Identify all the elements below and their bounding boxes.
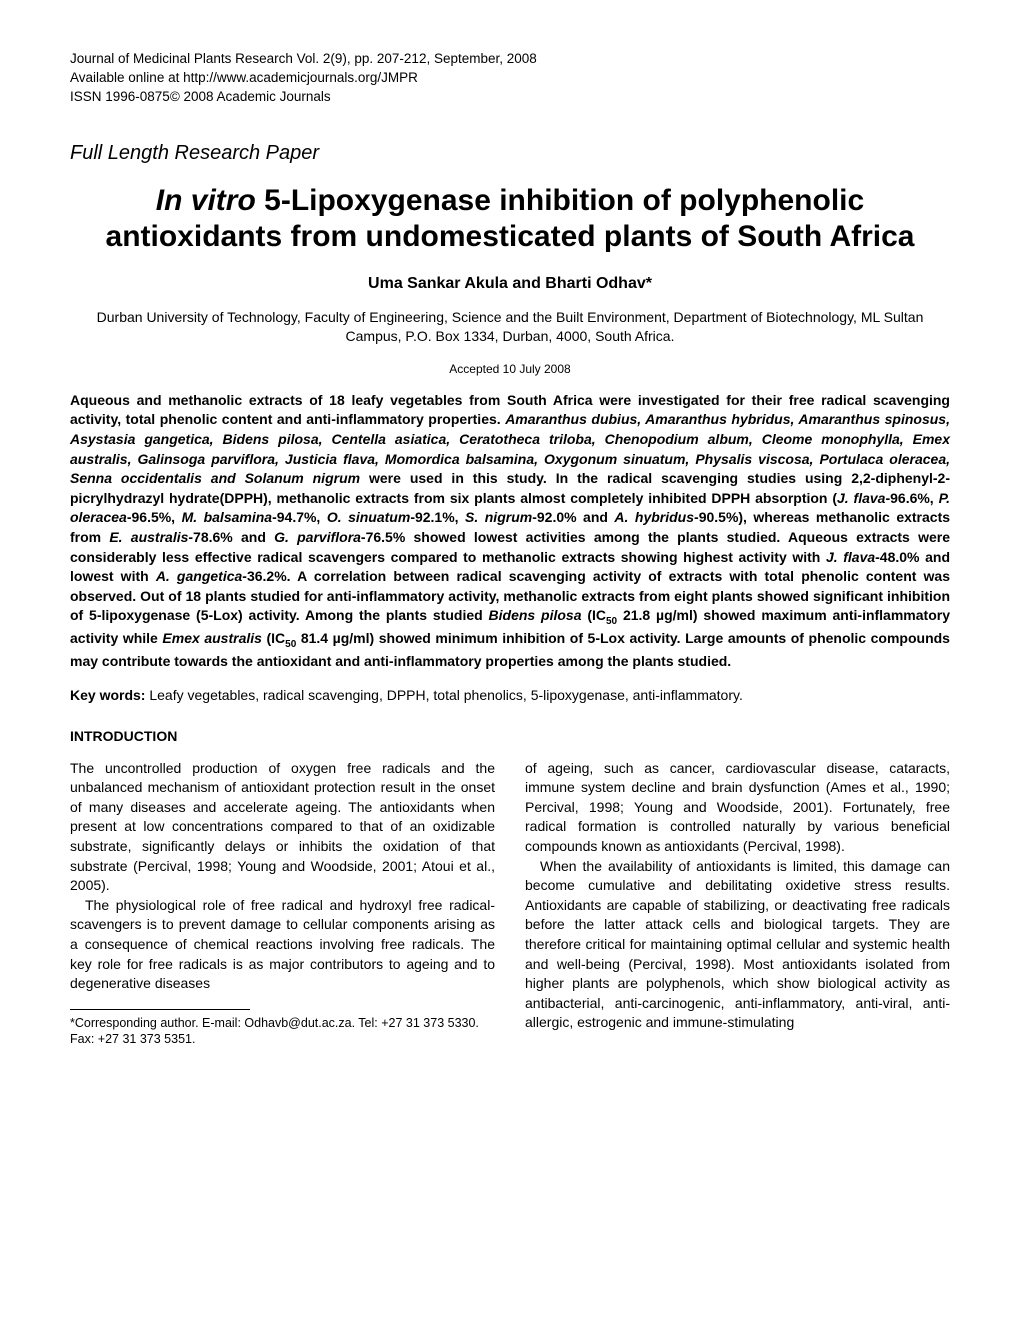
abstract-sub: 50 — [606, 616, 617, 627]
abstract-species: M. balsamina — [182, 509, 273, 525]
abstract-text: -96.5%, — [127, 509, 182, 525]
abstract: Aqueous and methanolic extracts of 18 le… — [70, 391, 950, 672]
journal-line-1: Journal of Medicinal Plants Research Vol… — [70, 50, 950, 69]
accepted-date: Accepted 10 July 2008 — [70, 362, 950, 376]
abstract-species: Emex australis — [162, 630, 262, 646]
journal-header: Journal of Medicinal Plants Research Vol… — [70, 50, 950, 107]
abstract-species: S. nigrum — [465, 509, 532, 525]
abstract-species: J. flava — [826, 549, 875, 565]
footnote: *Corresponding author. E-mail: Odhavb@du… — [70, 1015, 495, 1048]
keywords-text: Leafy vegetables, radical scavenging, DP… — [145, 687, 742, 703]
abstract-species: Bidens pilosa — [489, 607, 582, 623]
body-paragraph: The physiological role of free radical a… — [70, 896, 495, 994]
abstract-text: (IC — [581, 607, 606, 623]
abstract-species: A. gangetica — [156, 568, 242, 584]
title-italic: In vitro — [156, 184, 256, 217]
keywords-label: Key words: — [70, 687, 145, 703]
body-columns: The uncontrolled production of oxygen fr… — [70, 759, 950, 1048]
abstract-text: -92.1%, — [410, 509, 465, 525]
footnote-divider — [70, 1009, 250, 1010]
paper-title: In vitro 5-Lipoxygenase inhibition of po… — [70, 183, 950, 255]
journal-line-3: ISSN 1996-0875© 2008 Academic Journals — [70, 88, 950, 107]
abstract-species: J. flava — [837, 490, 885, 506]
authors: Uma Sankar Akula and Bharti Odhav* — [70, 275, 950, 293]
abstract-species: A. hybridus — [614, 509, 694, 525]
abstract-text: -78.6% and — [188, 529, 274, 545]
journal-line-2: Available online at http://www.academicj… — [70, 69, 950, 88]
body-paragraph: The uncontrolled production of oxygen fr… — [70, 759, 495, 896]
abstract-sub: 50 — [285, 639, 296, 650]
keywords: Key words: Leafy vegetables, radical sca… — [70, 687, 950, 703]
column-left: The uncontrolled production of oxygen fr… — [70, 759, 495, 1048]
abstract-text: -96.6%, — [885, 490, 938, 506]
abstract-text: (IC — [262, 630, 285, 646]
abstract-species: E. australis — [109, 529, 188, 545]
column-right: of ageing, such as cancer, cardiovascula… — [525, 759, 950, 1048]
body-paragraph: When the availability of antioxidants is… — [525, 857, 950, 1033]
abstract-species: O. sinuatum — [327, 509, 411, 525]
paper-type: Full Length Research Paper — [70, 142, 950, 165]
affiliation: Durban University of Technology, Faculty… — [70, 308, 950, 347]
abstract-text: -94.7%, — [272, 509, 327, 525]
section-heading-introduction: INTRODUCTION — [70, 728, 950, 744]
body-paragraph: of ageing, such as cancer, cardiovascula… — [525, 759, 950, 857]
abstract-text: -92.0% and — [532, 509, 614, 525]
abstract-species: G. parviflora — [274, 529, 361, 545]
